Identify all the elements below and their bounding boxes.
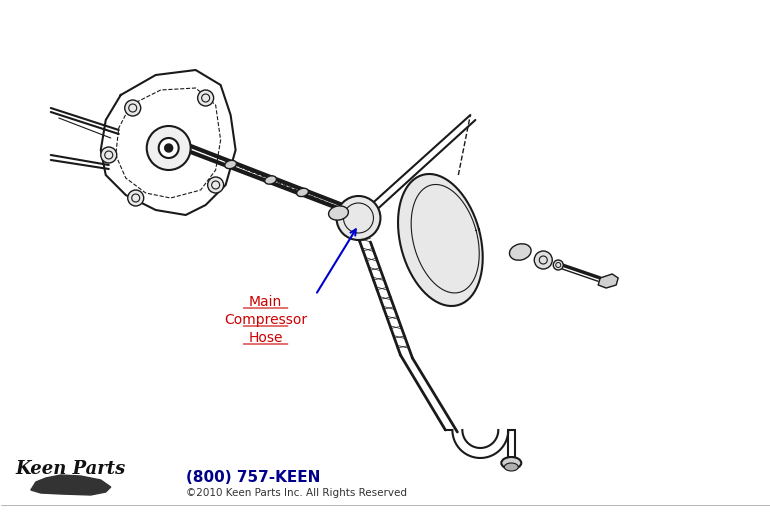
Polygon shape — [398, 174, 483, 306]
Text: Hose: Hose — [248, 331, 283, 345]
Ellipse shape — [296, 188, 309, 196]
Circle shape — [554, 260, 563, 270]
Text: Keen Parts: Keen Parts — [15, 460, 126, 478]
Text: Main: Main — [249, 295, 282, 309]
Circle shape — [534, 251, 552, 269]
Polygon shape — [101, 70, 236, 215]
Ellipse shape — [501, 457, 521, 469]
Circle shape — [125, 100, 141, 116]
Ellipse shape — [329, 206, 348, 220]
Circle shape — [198, 90, 213, 106]
Text: Compressor: Compressor — [224, 313, 307, 327]
Polygon shape — [31, 475, 111, 495]
Circle shape — [128, 190, 144, 206]
Ellipse shape — [504, 463, 518, 471]
Circle shape — [101, 147, 117, 163]
Circle shape — [336, 196, 380, 240]
Circle shape — [159, 138, 179, 158]
Circle shape — [165, 144, 172, 152]
Circle shape — [208, 177, 223, 193]
Ellipse shape — [225, 161, 236, 169]
Text: (800) 757-KEEN: (800) 757-KEEN — [186, 470, 320, 485]
Ellipse shape — [510, 244, 531, 260]
Ellipse shape — [265, 176, 276, 184]
Circle shape — [147, 126, 191, 170]
Polygon shape — [598, 274, 618, 288]
Text: ©2010 Keen Parts Inc. All Rights Reserved: ©2010 Keen Parts Inc. All Rights Reserve… — [186, 488, 407, 498]
